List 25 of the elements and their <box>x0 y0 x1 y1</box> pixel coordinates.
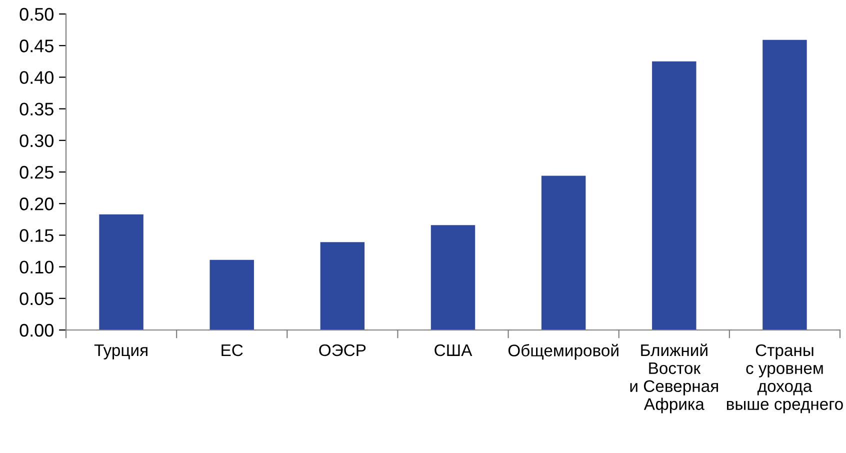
y-tick-label: 0.30 <box>20 134 54 148</box>
x-tick-label: Ближний Восток и Северная Африка <box>630 344 718 414</box>
y-tick-label: 0.25 <box>20 166 54 179</box>
y-tick-label: 0.35 <box>20 102 54 116</box>
y-tick-label: 0.15 <box>20 229 54 242</box>
y-tick-label: 0.05 <box>20 292 54 306</box>
y-tick-label: 0.10 <box>20 260 54 274</box>
x-tick-label: Общемировой <box>508 344 618 360</box>
x-tick-label: США <box>434 344 472 356</box>
bar <box>210 260 254 330</box>
x-tick-label: Страны с уровнем дохода выше среднего <box>726 344 843 414</box>
bar <box>762 40 807 330</box>
bar <box>541 176 586 330</box>
bar <box>430 225 476 330</box>
x-tick-label: ЕС <box>222 344 243 356</box>
y-tick-label: 0.45 <box>20 40 54 52</box>
y-tick-label: 0.50 <box>20 8 54 21</box>
bar <box>320 242 365 330</box>
y-tick-label: 0.20 <box>20 198 54 210</box>
x-tick-label: ОЭСР <box>319 344 366 356</box>
x-tick-label: Турция <box>94 344 148 360</box>
bar <box>99 214 144 330</box>
y-tick-label: 0.00 <box>20 324 54 337</box>
y-tick-label: 0.40 <box>20 71 54 84</box>
bar <box>652 61 696 330</box>
